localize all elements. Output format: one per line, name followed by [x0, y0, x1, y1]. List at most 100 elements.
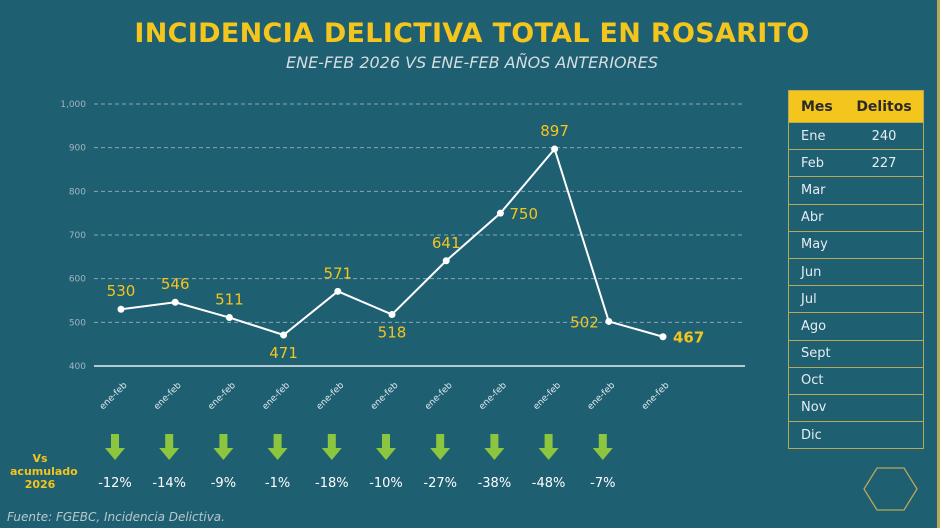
- arrow-down-icon: [430, 434, 451, 460]
- data-label: 546: [161, 275, 190, 293]
- data-point: [605, 317, 613, 325]
- data-point: [280, 331, 288, 339]
- arrow-down-icon: [213, 434, 234, 460]
- percentage-change: -10%: [369, 476, 403, 491]
- data-label: 641: [432, 234, 461, 252]
- arrow-down-icon: [376, 434, 396, 460]
- month-cell: Feb: [801, 155, 825, 171]
- data-label: 530: [107, 282, 136, 300]
- crimes-cell: 240: [871, 128, 897, 144]
- data-point: [225, 314, 233, 322]
- percentage-change: -14%: [152, 476, 186, 491]
- x-tick-label: ene-feb: [261, 380, 293, 412]
- data-label: 502: [570, 313, 599, 331]
- x-tick-label: ene-feb: [315, 380, 347, 412]
- percentage-change: -12%: [98, 476, 132, 491]
- y-tick-label: 400: [69, 362, 86, 372]
- month-cell: May: [801, 237, 828, 253]
- percentage-change: -9%: [211, 476, 236, 491]
- month-cell: Sept: [801, 346, 831, 362]
- data-label: 467: [673, 329, 704, 347]
- data-point: [171, 298, 179, 306]
- y-tick-label: 1,000: [60, 100, 86, 110]
- table-row: Ago: [789, 312, 923, 339]
- x-tick-label: ene-feb: [206, 380, 238, 412]
- hexagon-icon: [863, 467, 918, 511]
- data-point: [496, 209, 504, 217]
- x-tick-label: ene-feb: [586, 380, 618, 412]
- page-subtitle: ENE-FEB 2026 VS ENE-FEB AÑOS ANTERIORES: [285, 53, 659, 72]
- y-tick-label: 600: [69, 275, 86, 285]
- x-tick-label: ene-feb: [640, 380, 672, 412]
- table-row: Ene 240: [789, 122, 923, 149]
- y-tick-label: 800: [69, 187, 86, 197]
- arrow-down-icon: [484, 434, 505, 460]
- data-point: [117, 305, 125, 313]
- data-label: 750: [509, 205, 538, 223]
- arrow-down-icon: [321, 434, 342, 460]
- x-tick-label: ene-feb: [532, 380, 564, 412]
- month-cell: Abr: [801, 210, 824, 226]
- data-label: 897: [540, 122, 569, 140]
- x-tick-label: ene-feb: [98, 380, 130, 412]
- month-cell: Ago: [801, 318, 827, 334]
- header-crimes: Delitos: [856, 98, 912, 115]
- month-cell: Ene: [801, 128, 826, 144]
- monthly-table: Mes Delitos Ene 240 Feb 227 Mar Abr May Jun Jul A…: [788, 90, 924, 450]
- data-point: [388, 310, 396, 318]
- table-row: May: [789, 230, 923, 258]
- table-row: Abr: [789, 203, 923, 231]
- data-point: [442, 257, 450, 265]
- table-row: Oct: [789, 366, 923, 394]
- percentage-change: -7%: [590, 476, 615, 491]
- arrow-down-icon: [592, 434, 613, 460]
- arrow-down-icon: [538, 434, 559, 460]
- data-label: 511: [215, 291, 244, 309]
- x-tick-label: ene-feb: [423, 380, 455, 412]
- percentage-change: -38%: [478, 476, 512, 491]
- month-cell: Oct: [801, 373, 824, 389]
- page-title: INCIDENCIA DELICTIVA TOTAL EN ROSARITO: [134, 18, 810, 49]
- percentage-change: -27%: [423, 476, 457, 491]
- data-point: [334, 287, 342, 295]
- data-label: 518: [378, 323, 407, 341]
- header-month: Mes: [801, 98, 833, 115]
- month-cell: Nov: [801, 400, 827, 416]
- percentage-change: -48%: [532, 476, 566, 491]
- x-tick-label: ene-feb: [477, 380, 509, 412]
- month-cell: Jul: [801, 291, 817, 307]
- line-chart: 400 500 600 700 800 900 1,000 530 ene-feb 546 ene-…: [60, 100, 745, 491]
- comparison-label: Vs acumulado 2026: [10, 452, 78, 491]
- data-label: 471: [269, 344, 298, 362]
- table-row: Mar: [789, 176, 923, 203]
- arrow-down-icon: [267, 434, 288, 460]
- table-row: Jun: [789, 257, 923, 285]
- y-tick-label: 900: [69, 144, 86, 154]
- month-cell: Jun: [801, 264, 822, 280]
- data-point: [551, 145, 559, 153]
- table-row: Feb 227: [789, 149, 923, 176]
- x-tick-label: ene-feb: [152, 380, 184, 412]
- data-point: [659, 333, 667, 341]
- month-cell: Mar: [801, 182, 826, 198]
- series-line: [120, 146, 664, 338]
- percentage-change: -18%: [315, 476, 349, 491]
- y-tick-label: 700: [69, 231, 86, 241]
- comparison-label-line: Vs: [32, 452, 48, 465]
- table-header: Mes Delitos: [789, 91, 923, 122]
- table-row: Nov: [789, 393, 923, 421]
- table-row: Jul: [789, 285, 923, 312]
- comparison-label-line: acumulado: [10, 465, 78, 478]
- source-note: Fuente: FGEBC, Incidencia Delictiva.: [7, 510, 225, 524]
- right-border: [937, 0, 940, 528]
- table-row: Dic: [789, 421, 923, 448]
- table-row: Sept: [789, 339, 923, 367]
- arrow-down-icon: [105, 434, 125, 460]
- arrow-down-icon: [159, 434, 180, 460]
- month-cell: Dic: [801, 427, 822, 443]
- crimes-cell: 227: [871, 155, 897, 171]
- comparison-label-line: 2026: [24, 478, 56, 491]
- y-tick-label: 500: [69, 318, 86, 328]
- data-label: 571: [323, 264, 352, 282]
- x-tick-label: ene-feb: [369, 380, 401, 412]
